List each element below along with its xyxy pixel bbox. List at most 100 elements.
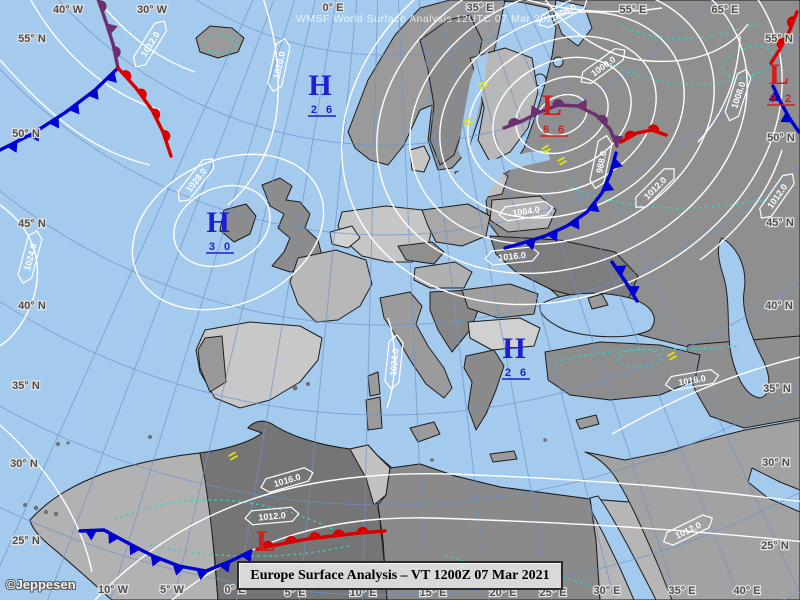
meridian-line xyxy=(480,0,678,600)
pressure-center-l: L 9 2 xyxy=(767,58,795,106)
coordinate-label-bottom: 10° W xyxy=(98,584,129,596)
coordinate-label-top: 35° E xyxy=(466,2,493,14)
parallel-line xyxy=(195,0,575,56)
svg-text:L: L xyxy=(542,89,562,122)
warm-front-main xyxy=(619,124,668,144)
coordinate-label-bottom: 30° E xyxy=(593,585,620,597)
coordinate-label-top: 0° E xyxy=(323,2,344,14)
yellow-weather-mark xyxy=(667,351,677,361)
isobar-label: 1024.0 xyxy=(384,334,404,390)
isobar-label: 1012.0 xyxy=(244,506,300,526)
coordinate-label-bottom: 35° E xyxy=(668,585,695,597)
meridian-line xyxy=(522,0,800,595)
svg-text:1012.0: 1012.0 xyxy=(258,510,286,522)
pressure-center-l: L 8 6 xyxy=(540,89,568,137)
svg-text:H: H xyxy=(502,332,525,365)
cold-front-nw xyxy=(0,66,120,153)
copyright-label: ©Jeppesen xyxy=(6,577,76,592)
svg-text:1016.0: 1016.0 xyxy=(678,373,707,388)
cold-front-main xyxy=(503,151,623,251)
svg-text:2 6: 2 6 xyxy=(311,104,335,116)
pressure-center-h: H 2 6 xyxy=(502,332,530,380)
small-islands xyxy=(23,382,547,517)
cold-front-ne xyxy=(768,84,800,134)
pressure-centers-layer: H 2 6 H 3 0 H 2 6 L 8 6 L 9 2 L xyxy=(206,58,795,558)
svg-text:L: L xyxy=(256,525,276,558)
pressure-center-l: L xyxy=(256,525,276,558)
coordinate-label-top: 40° W xyxy=(53,4,84,16)
parallel-line xyxy=(0,33,800,236)
edge-labels-layer: 40° W 30° W 0° E 35° E 55° E 65° E10° W 5° W 0°… xyxy=(9,1,796,600)
svg-text:1004.0: 1004.0 xyxy=(512,205,541,219)
meridian-line xyxy=(110,0,296,600)
yellow-marks-layer xyxy=(228,80,677,461)
parallel-line xyxy=(58,0,712,146)
svg-text:8 6: 8 6 xyxy=(543,124,567,136)
svg-text:H: H xyxy=(206,206,229,239)
coordinate-label-right: 50° N xyxy=(767,132,795,144)
svg-text:1024.0: 1024.0 xyxy=(388,348,401,376)
coordinate-label-top: 55° E xyxy=(619,4,646,16)
isobar-label: 1016.0 xyxy=(664,368,720,392)
isobar-label: 1016.0 xyxy=(484,246,540,266)
isobar-label: 988.0 xyxy=(589,134,613,190)
yellow-weather-mark xyxy=(541,144,551,154)
svg-text:988.0: 988.0 xyxy=(594,150,608,174)
svg-text:1016.0: 1016.0 xyxy=(498,250,526,263)
yellow-weather-mark xyxy=(557,156,567,166)
occluded-front-nw xyxy=(96,0,121,70)
meridian-line xyxy=(299,0,358,600)
parallel-line xyxy=(0,388,800,506)
coordinate-label-bottom: 5° W xyxy=(160,584,185,596)
coordinate-label-right: 45° N xyxy=(766,217,794,229)
chart-title-box: Europe Surface Analysis – VT 1200Z 07 Ma… xyxy=(237,561,563,590)
pressure-center-h: H 2 6 xyxy=(308,69,336,117)
warm-front-nw xyxy=(116,66,173,158)
parallel-line xyxy=(0,164,800,326)
meridian-line xyxy=(418,0,489,600)
coordinate-label-left: 40° N xyxy=(18,300,46,312)
yellow-weather-mark xyxy=(478,80,488,90)
coordinate-label-top: 30° W xyxy=(137,4,168,16)
svg-text:2 6: 2 6 xyxy=(505,367,529,379)
cold-front-ukraine xyxy=(610,260,640,303)
svg-text:L: L xyxy=(769,58,789,91)
yellow-weather-mark xyxy=(463,117,473,127)
svg-text:9 2: 9 2 xyxy=(770,93,794,105)
meridian-line xyxy=(0,0,254,568)
coordinate-label-right: 35° N xyxy=(763,383,791,395)
coordinate-label-top: 65° E xyxy=(711,4,738,16)
meridian-line xyxy=(173,0,316,600)
cold-front-africa xyxy=(78,528,253,581)
watermark-text: WMSF World Surface Analysis 12UTC 07 Mar… xyxy=(296,13,560,25)
coordinate-label-left: 55° N xyxy=(18,33,46,45)
meridian-line xyxy=(501,0,741,600)
yellow-weather-mark xyxy=(228,451,238,461)
coordinate-label-right: 25° N xyxy=(761,540,789,552)
coordinate-label-right: 40° N xyxy=(765,300,793,312)
coordinate-label-right: 30° N xyxy=(762,457,790,469)
coordinate-label-left: 45° N xyxy=(18,218,46,230)
warm-front-ne xyxy=(769,10,799,65)
meridian-line xyxy=(460,0,615,600)
isobar-label: 1004.0 xyxy=(498,200,554,222)
coordinate-label-left: 35° N xyxy=(12,380,40,392)
coordinate-label-left: 50° N xyxy=(12,128,40,140)
meridian-line xyxy=(397,0,426,600)
meridian-line xyxy=(47,0,275,600)
svg-text:3 0: 3 0 xyxy=(209,241,233,253)
coordinate-label-left: 25° N xyxy=(12,535,40,547)
coordinate-label-right: 55° N xyxy=(765,33,793,45)
occluded-front-main xyxy=(502,98,624,148)
warm-front-africa xyxy=(255,526,387,551)
parallel-line xyxy=(0,280,800,416)
coordinate-label-left: 30° N xyxy=(10,458,38,470)
fronts-layer xyxy=(0,0,800,581)
meridian-line xyxy=(236,0,337,600)
coordinate-label-bottom: 40° E xyxy=(733,585,760,597)
svg-text:H: H xyxy=(308,69,331,102)
